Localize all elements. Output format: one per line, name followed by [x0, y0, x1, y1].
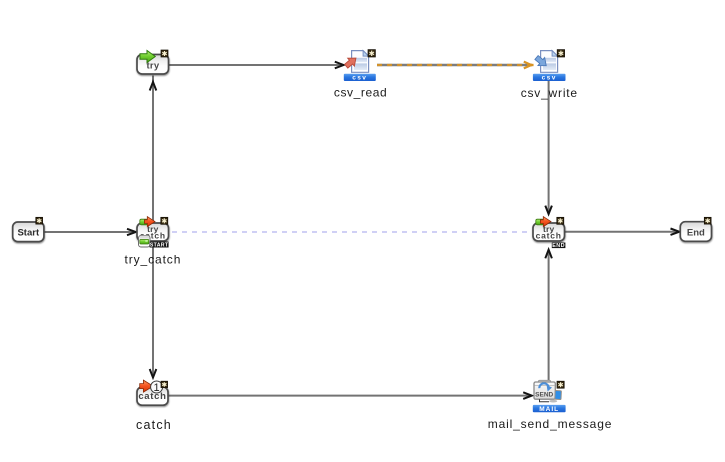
- svg-text:try: try: [146, 60, 159, 71]
- svg-text:MAIL: MAIL: [539, 406, 559, 413]
- svg-text:mail_send_message: mail_send_message: [488, 417, 613, 431]
- svg-text:START: START: [150, 243, 169, 249]
- svg-text:try: try: [543, 224, 555, 234]
- svg-text:try: try: [147, 224, 159, 234]
- svg-text:csv: csv: [352, 75, 367, 82]
- svg-text:End: End: [687, 227, 705, 238]
- svg-text:catch: catch: [140, 230, 166, 240]
- svg-text:SEND: SEND: [535, 391, 553, 398]
- svg-text:try_catch: try_catch: [125, 253, 182, 267]
- svg-text:catch: catch: [536, 230, 562, 240]
- svg-text:Start: Start: [17, 228, 39, 239]
- svg-text:csv_write: csv_write: [521, 86, 578, 100]
- svg-text:csv_read: csv_read: [334, 86, 388, 100]
- svg-text:catch: catch: [138, 391, 166, 402]
- svg-text:csv: csv: [542, 75, 557, 82]
- svg-text:1: 1: [154, 382, 160, 394]
- svg-text:END: END: [552, 243, 565, 249]
- svg-text:catch: catch: [136, 418, 172, 432]
